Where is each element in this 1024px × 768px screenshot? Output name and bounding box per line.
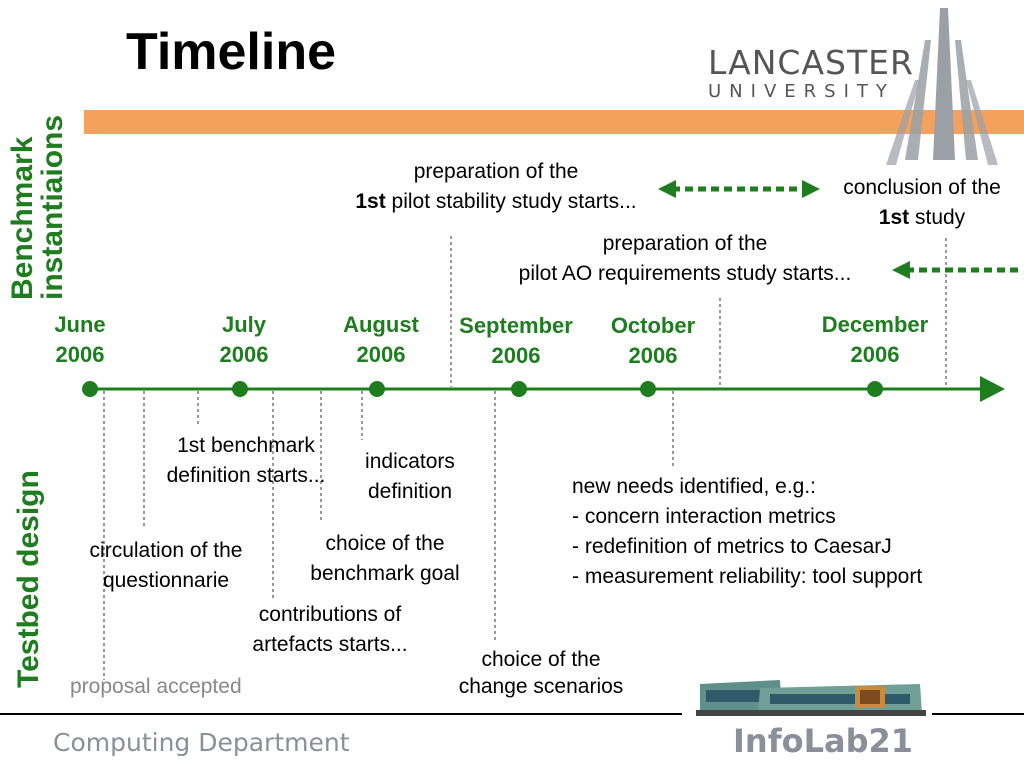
dot-august: [369, 381, 385, 397]
dot-december: [867, 381, 883, 397]
month-june: June 2006: [54, 312, 106, 367]
event-benchmark-def: 1st benchmark definition starts...: [166, 434, 326, 487]
event-new-needs: new needs identified, e.g.: - concern in…: [572, 475, 923, 588]
event-questionnaire: circulation of the questionnarie: [89, 539, 243, 592]
event-stability-prep: preparation of the 1st pilot stability s…: [355, 160, 637, 213]
timeline-arrowhead: [980, 376, 1005, 402]
month-december: December 2006: [821, 312, 929, 367]
ao-span-arrow: [892, 261, 1020, 279]
building-icon: [696, 680, 926, 716]
event-ao-prep: preparation of the pilot AO requirements…: [518, 232, 852, 285]
dot-october: [640, 381, 656, 397]
month-july: July 2006: [219, 312, 269, 367]
logo-name: LANCASTER: [708, 43, 914, 82]
stability-span-arrow: [658, 180, 820, 198]
dot-june: [82, 381, 98, 397]
month-september: September 2006: [459, 313, 573, 368]
footer-lab-logo: InfoLab21: [733, 722, 914, 760]
event-stability-conclusion: conclusion of the 1st study: [843, 176, 1001, 229]
event-proposal: proposal accepted: [70, 675, 242, 698]
logo-sub: UNIVERSITY: [708, 81, 895, 102]
header-band: [84, 110, 1024, 134]
month-august: August 2006: [343, 312, 419, 367]
event-scenarios: choice of the change scenarios: [458, 648, 624, 698]
lancaster-pillars-icon: [886, 8, 998, 165]
dot-september: [511, 381, 527, 397]
footer-department: Computing Department: [53, 728, 350, 757]
event-benchmark-goal: choice of the benchmark goal: [310, 532, 460, 585]
dot-july: [232, 381, 248, 397]
lancaster-logo: LANCASTER UNIVERSITY: [708, 46, 914, 102]
page-title: Timeline: [126, 23, 337, 81]
event-indicators: indicators definition: [365, 450, 455, 503]
month-october: October 2006: [610, 313, 696, 368]
event-contributions: contributions of artefacts starts...: [252, 603, 408, 656]
